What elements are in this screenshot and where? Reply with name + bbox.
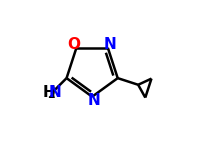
Text: O: O bbox=[68, 38, 81, 52]
Text: H: H bbox=[43, 85, 55, 100]
Text: N: N bbox=[48, 85, 61, 100]
Text: 2: 2 bbox=[47, 90, 55, 100]
Text: N: N bbox=[87, 93, 100, 108]
Text: N: N bbox=[104, 38, 117, 52]
